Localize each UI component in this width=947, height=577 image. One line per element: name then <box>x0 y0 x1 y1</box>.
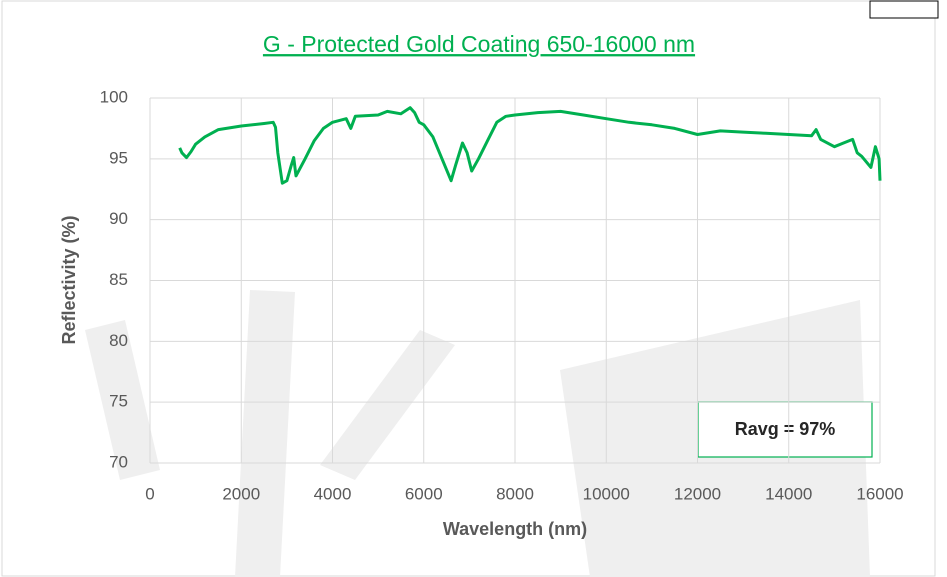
x-tick-label: 2000 <box>222 484 260 503</box>
x-tick-label: 4000 <box>314 484 352 503</box>
x-tick-label: 6000 <box>405 484 443 503</box>
y-tick-label: 80 <box>109 331 128 350</box>
x-tick-label: 10000 <box>583 484 630 503</box>
y-tick-label: 95 <box>109 148 128 167</box>
x-tick-label: 0 <box>145 484 154 503</box>
y-tick-label: 90 <box>109 209 128 228</box>
y-tick-label: 100 <box>100 87 128 106</box>
y-tick-label: 85 <box>109 270 128 289</box>
x-axis-label: Wavelength (nm) <box>443 519 587 539</box>
x-tick-label: 12000 <box>674 484 721 503</box>
y-axis-label: Reflectivity (%) <box>59 215 79 344</box>
x-tick-label: 16000 <box>856 484 903 503</box>
data-line <box>178 106 882 185</box>
x-tick-label: 14000 <box>765 484 812 503</box>
corner-box <box>869 0 939 19</box>
x-tick-label: 8000 <box>496 484 534 503</box>
chart-title: G - Protected Gold Coating 650-16000 nm <box>263 31 695 57</box>
y-tick-label: 70 <box>109 452 128 471</box>
annotation: Ravg = 97% <box>735 419 836 439</box>
y-tick-label: 75 <box>109 392 128 411</box>
